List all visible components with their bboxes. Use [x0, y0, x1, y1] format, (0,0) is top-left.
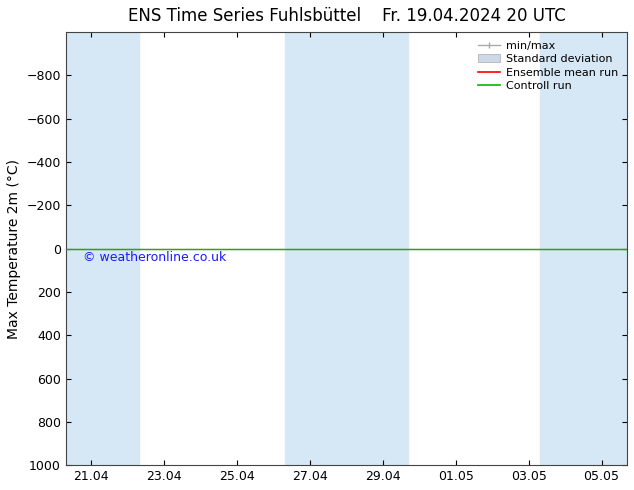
Title: ENS Time Series Fuhlsbüttel    Fr. 19.04.2024 20 UTC: ENS Time Series Fuhlsbüttel Fr. 19.04.20…	[127, 7, 566, 25]
Bar	[540, 32, 627, 465]
Legend: min/max, Standard deviation, Ensemble mean run, Controll run: min/max, Standard deviation, Ensemble me…	[475, 38, 621, 94]
Bar	[66, 32, 139, 465]
Bar	[285, 32, 408, 465]
Text: © weatheronline.co.uk: © weatheronline.co.uk	[82, 251, 226, 264]
Y-axis label: Max Temperature 2m (°C): Max Temperature 2m (°C)	[7, 159, 21, 339]
